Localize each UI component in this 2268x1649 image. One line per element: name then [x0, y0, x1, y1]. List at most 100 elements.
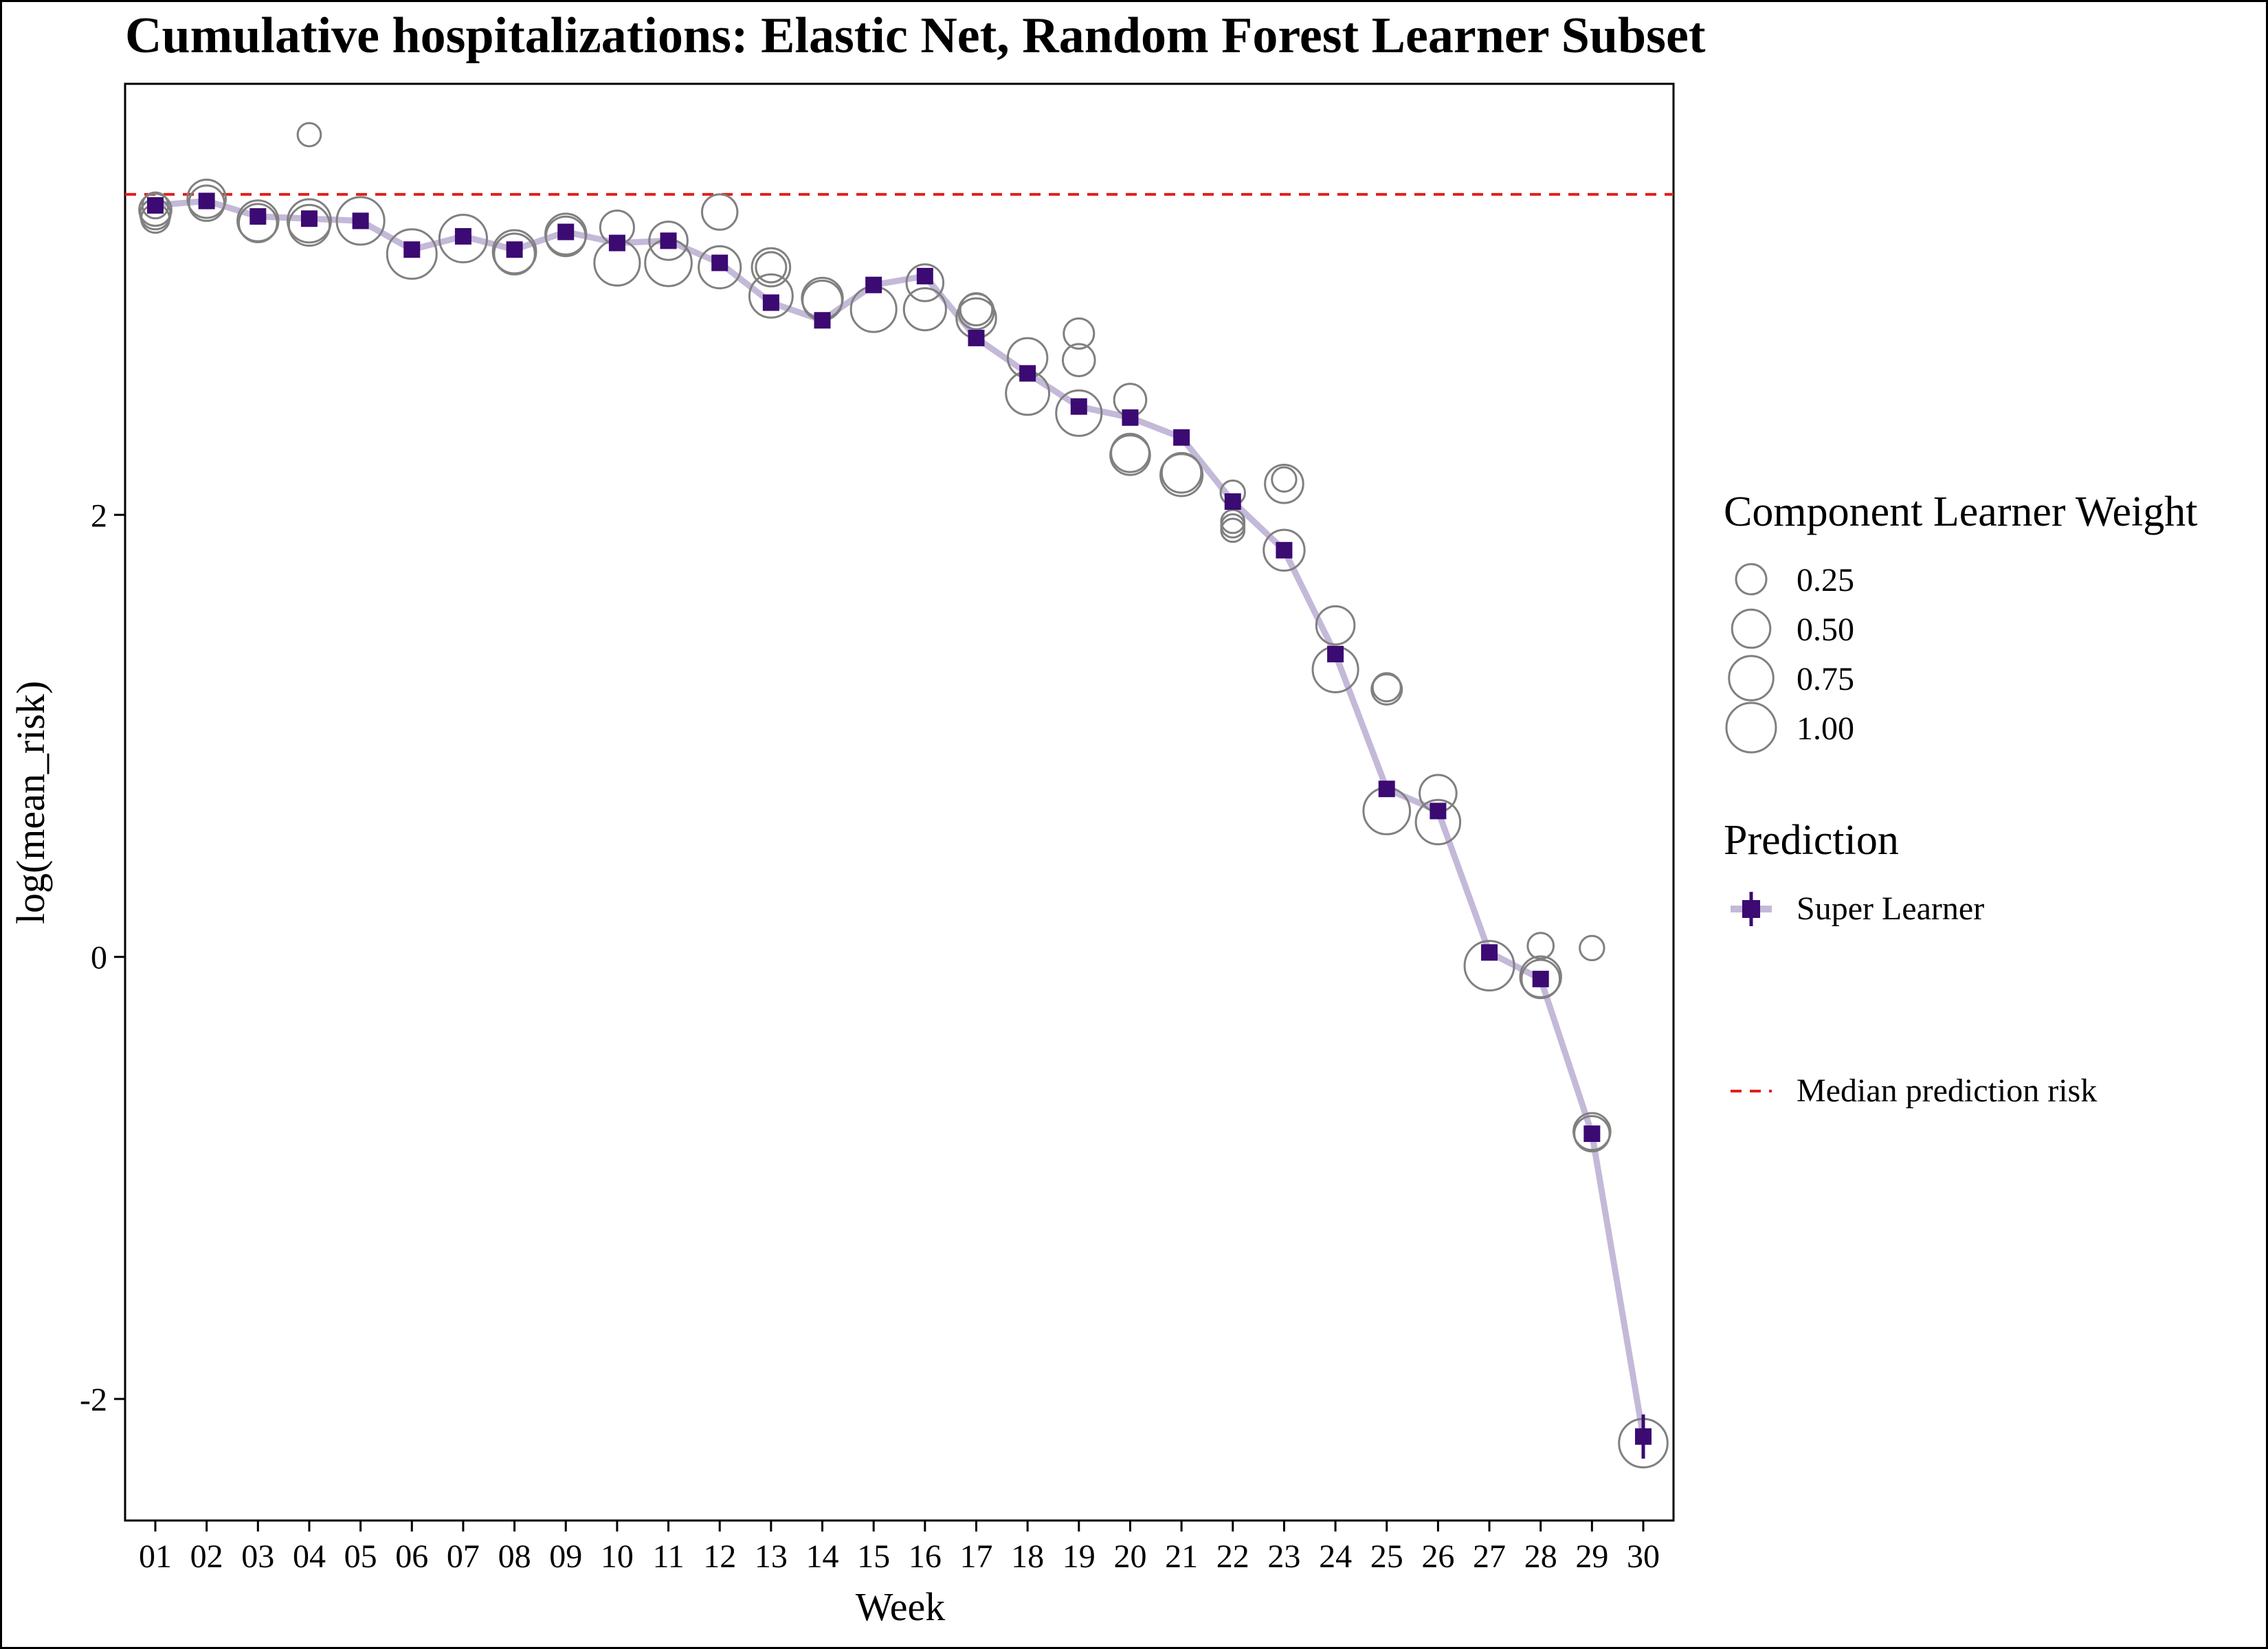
plot-panel [124, 82, 1675, 1522]
x-tick-label: 19 [1063, 1538, 1096, 1575]
y-tick-label: 0 [91, 940, 107, 976]
super-learner-point-week-03 [249, 208, 267, 225]
component-learner-point-week-3 [238, 203, 278, 243]
super-learner-point-week-04 [300, 210, 318, 227]
component-learner-point-week-12 [700, 193, 739, 231]
super-learner-point-week-21 [1173, 429, 1190, 446]
super-learner-point-week-06 [403, 241, 421, 258]
x-tick-label: 07 [447, 1538, 480, 1575]
super-learner-point-week-26 [1430, 803, 1447, 820]
component-learner-point-week-1 [138, 192, 173, 227]
x-tick-label: 28 [1524, 1538, 1557, 1575]
super-learner-point-week-02 [198, 192, 215, 210]
x-tick-label: 11 [652, 1538, 684, 1575]
component-learner-point-week-19 [1063, 317, 1096, 350]
x-axis: 01 02 03 04 05 06 07 08 09 10 11 12 13 14 15 16 17 18 19 20… [139, 1521, 1660, 1575]
y-axis-title: log(mean_risk) [8, 681, 53, 924]
super-learner-point-week-11 [660, 232, 677, 249]
x-tick-label: 27 [1473, 1538, 1506, 1575]
super-learner-point-week-10 [608, 234, 625, 251]
x-tick-label: 16 [909, 1538, 942, 1575]
super-learner-line [155, 197, 1647, 1437]
legend-size-circle [1731, 608, 1772, 649]
y-tick-label: 2 [91, 497, 107, 534]
super-learner-point-week-07 [454, 227, 471, 245]
component-learner-point-week-4 [287, 203, 331, 247]
component-learner-point-week-26 [1414, 798, 1462, 846]
super-learner-point-week-01 [147, 197, 164, 214]
super-learner-point-week-27 [1481, 944, 1498, 961]
super-learner-point-week-30 [1635, 1428, 1652, 1445]
component-learner-point-week-12 [698, 245, 742, 290]
component-learner-point-week-21 [1160, 451, 1203, 494]
super-learner-point-week-13 [762, 294, 779, 311]
x-tick-label: 03 [241, 1538, 274, 1575]
component-learner-point-week-23 [1271, 466, 1298, 493]
component-learner-point-week-4 [296, 122, 322, 148]
legend: Component Learner Weight 0.25 0.50 0.75 1.0… [1724, 489, 2197, 1109]
component-learner-point-week-1 [141, 191, 170, 220]
legend-prediction-title: Prediction [1724, 817, 1899, 864]
y-axis: -2 0 2 [80, 497, 125, 1418]
component-learner-point-week-19 [1061, 343, 1096, 377]
component-learner-point-week-29 [1573, 1114, 1611, 1153]
component-learner-point-week-2 [186, 178, 227, 219]
x-tick-label: 02 [190, 1538, 223, 1575]
component-learner-point-week-16 [902, 287, 947, 332]
component-learner-point-week-29 [1579, 934, 1605, 962]
chart-title: Cumulative hospitalizations: Elastic Net… [125, 8, 1706, 64]
super-learner-point-week-19 [1070, 398, 1087, 415]
super-learner-point-week-16 [916, 267, 933, 284]
component-learner-point-week-28 [1526, 932, 1555, 960]
component-learner-point-week-25 [1371, 672, 1402, 703]
super-learner-line-layer [155, 197, 1647, 1437]
super-learner-point-week-28 [1532, 970, 1549, 987]
super-learner-points-layer [147, 192, 1652, 1459]
component-learner-point-week-24 [1315, 605, 1356, 646]
x-tick-label: 12 [703, 1538, 736, 1575]
x-tick-label: 14 [806, 1538, 839, 1575]
super-learner-point-week-08 [506, 241, 523, 258]
super-learner-point-week-15 [865, 276, 882, 293]
component-learner-point-week-22 [1220, 508, 1246, 535]
component-learner-point-week-23 [1263, 528, 1306, 572]
component-learner-point-week-4 [287, 198, 332, 244]
super-learner-point-week-20 [1122, 409, 1139, 426]
super-learner-point-week-12 [711, 254, 729, 271]
x-tick-label: 06 [395, 1538, 428, 1575]
x-tick-label: 22 [1216, 1538, 1249, 1575]
super-learner-point-week-18 [1019, 365, 1036, 382]
legend-super-learner-marker [1742, 900, 1760, 918]
x-tick-label: 29 [1575, 1538, 1608, 1575]
x-tick-label: 17 [959, 1538, 992, 1575]
x-tick-label: 18 [1011, 1538, 1044, 1575]
legend-size-label: 1.00 [1797, 710, 1854, 747]
super-learner-point-week-22 [1224, 493, 1241, 510]
legend-size-circle [1725, 702, 1777, 754]
legend-median-label: Median prediction risk [1797, 1073, 2097, 1109]
legend-size-label: 0.50 [1797, 612, 1854, 648]
component-learner-point-week-27 [1463, 940, 1515, 992]
super-learner-point-week-09 [557, 223, 575, 240]
x-tick-label: 04 [293, 1538, 326, 1575]
x-tick-label: 20 [1113, 1538, 1146, 1575]
x-tick-label: 10 [601, 1538, 634, 1575]
component-learner-point-week-2 [188, 184, 225, 222]
component-learners-layer [138, 122, 1669, 1469]
component-learner-point-week-6 [386, 228, 438, 280]
component-learner-point-week-28 [1520, 958, 1561, 1000]
component-learner-point-week-13 [755, 251, 788, 284]
x-tick-label: 15 [857, 1538, 890, 1575]
component-learner-point-week-11 [648, 221, 689, 261]
super-learner-point-week-23 [1276, 541, 1293, 559]
component-learner-point-week-23 [1264, 463, 1304, 504]
x-tick-label: 05 [344, 1538, 377, 1575]
legend-super-learner-label: Super Learner [1797, 890, 1984, 927]
super-learner-point-week-05 [352, 212, 369, 229]
super-learner-point-week-29 [1583, 1125, 1601, 1143]
component-learner-point-week-25 [1370, 673, 1403, 706]
component-learner-point-week-17 [959, 292, 994, 326]
component-learner-point-week-19 [1055, 389, 1103, 437]
